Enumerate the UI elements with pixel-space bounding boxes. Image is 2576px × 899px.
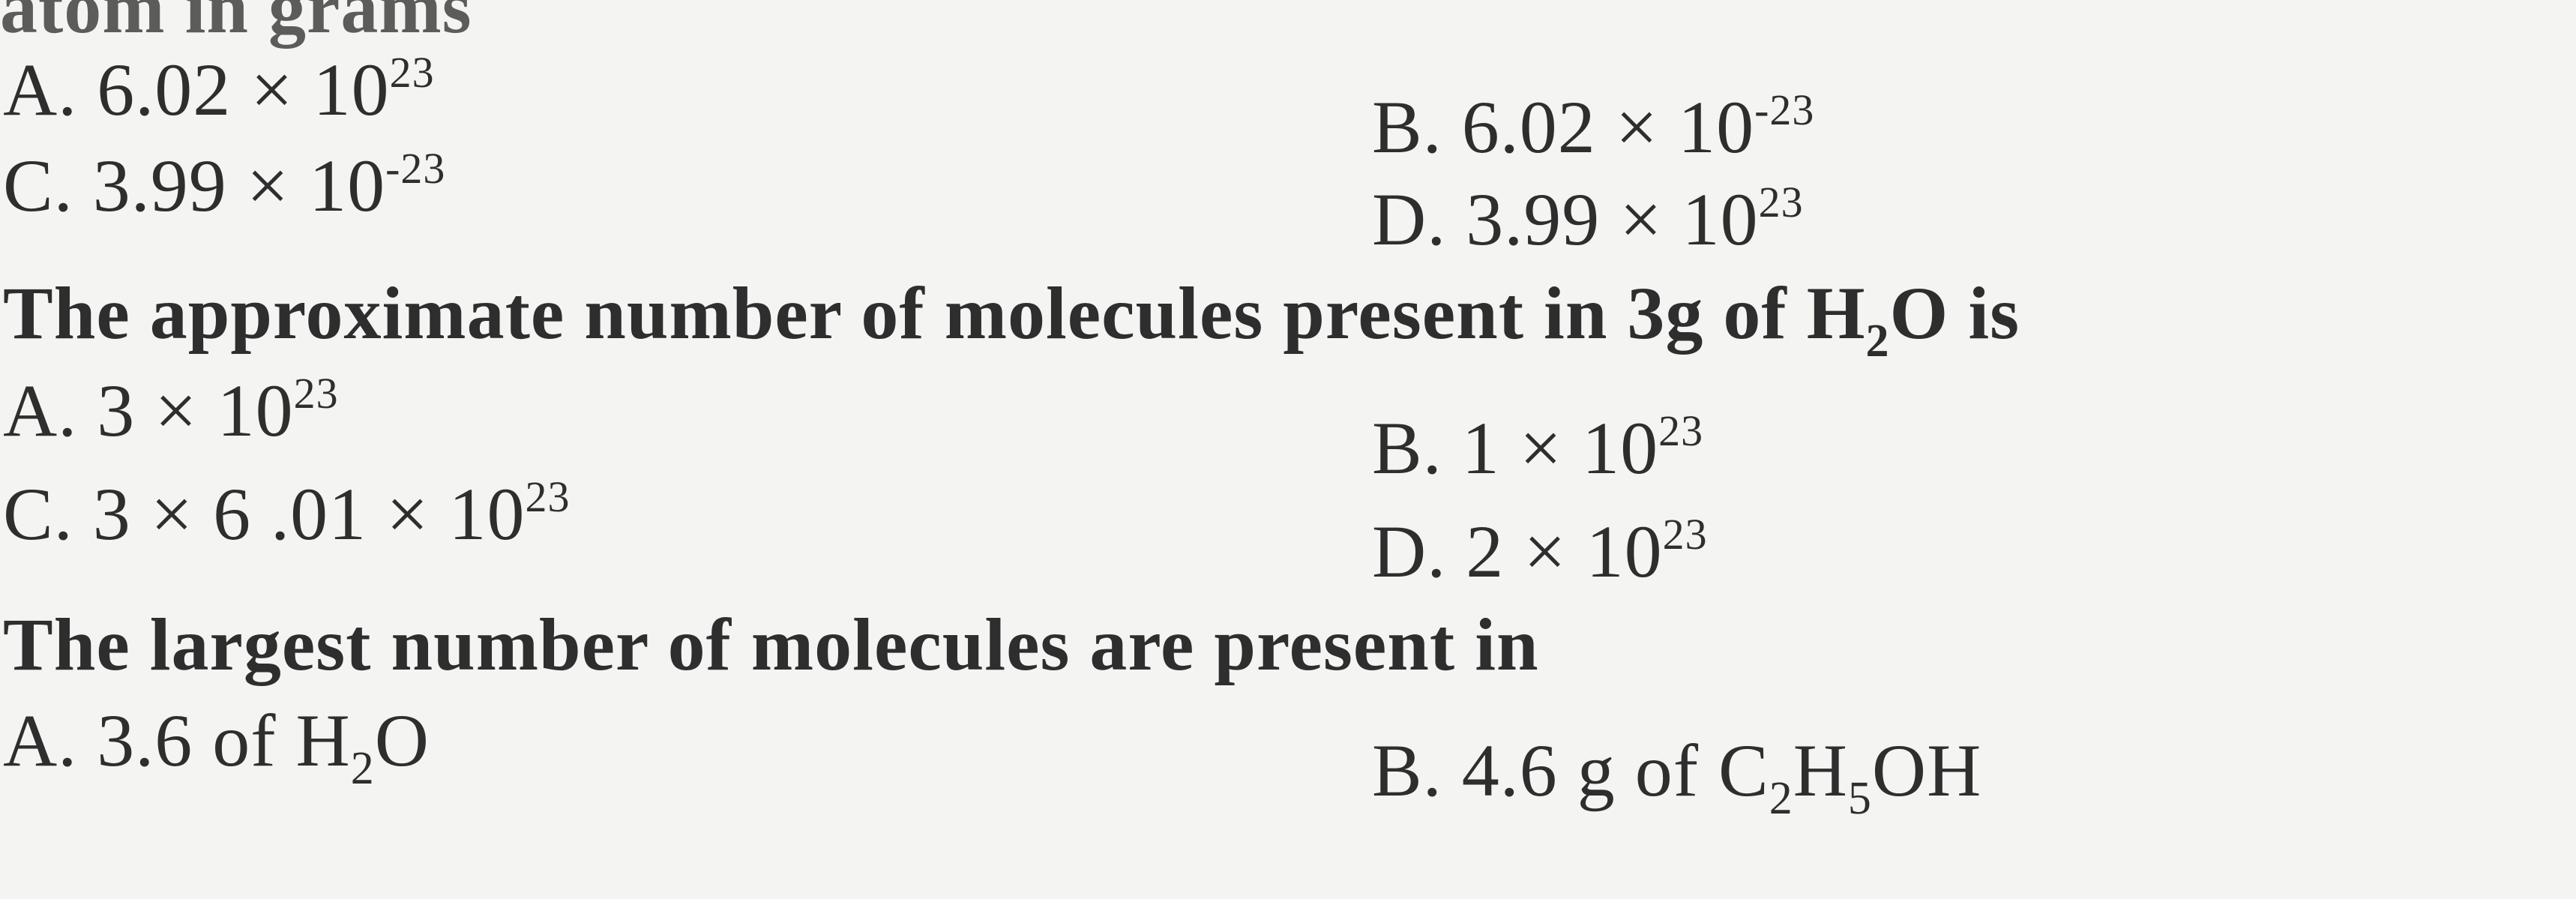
q2-stem-text: The approximate number of molecules pres… <box>3 271 2020 355</box>
q2-option-d: D. 2 × 1023 <box>1372 508 1708 595</box>
q2-option-a: A. 3 × 1023 <box>3 367 339 454</box>
q1-option-a: A. 6.02 × 1023 <box>3 46 435 133</box>
q3-option-a: A. 3.6 of H2O <box>3 697 430 793</box>
q2-option-b: B. 1 × 1023 <box>1372 405 1703 491</box>
q1-option-d-text: D. 3.99 × 1023 <box>1372 178 1804 261</box>
q1-option-b: B. 6.02 × 10-23 <box>1372 84 1814 170</box>
q3-option-b: B. 4.6 g of C2H5OH <box>1372 727 1981 823</box>
partial-header-text: atom in grams <box>0 0 472 49</box>
q3-stem-text: The largest number of molecules are pres… <box>3 603 1539 686</box>
q3-option-b-text: B. 4.6 g of C2H5OH <box>1372 729 1981 812</box>
q2-option-b-text: B. 1 × 1023 <box>1372 406 1703 490</box>
q2-option-c: C. 3 × 6 .01 × 1023 <box>3 471 571 557</box>
q1-option-c-text: C. 3.99 × 10-23 <box>3 144 445 227</box>
q3-stem: The largest number of molecules are pres… <box>3 601 1539 688</box>
partial-header: atom in grams <box>0 0 472 50</box>
q2-option-a-text: A. 3 × 1023 <box>3 369 339 452</box>
q1-option-b-text: B. 6.02 × 10-23 <box>1372 85 1814 169</box>
q2-option-d-text: D. 2 × 1023 <box>1372 510 1708 593</box>
document-page: atom in grams A. 6.02 × 1023 B. 6.02 × 1… <box>0 0 2576 899</box>
q2-option-c-text: C. 3 × 6 .01 × 1023 <box>3 472 571 556</box>
q1-option-c: C. 3.99 × 10-23 <box>3 142 445 229</box>
q1-option-d: D. 3.99 × 1023 <box>1372 176 1804 262</box>
q2-stem: The approximate number of molecules pres… <box>3 270 2020 366</box>
q1-option-a-text: A. 6.02 × 1023 <box>3 48 435 131</box>
q3-option-a-text: A. 3.6 of H2O <box>3 699 430 782</box>
